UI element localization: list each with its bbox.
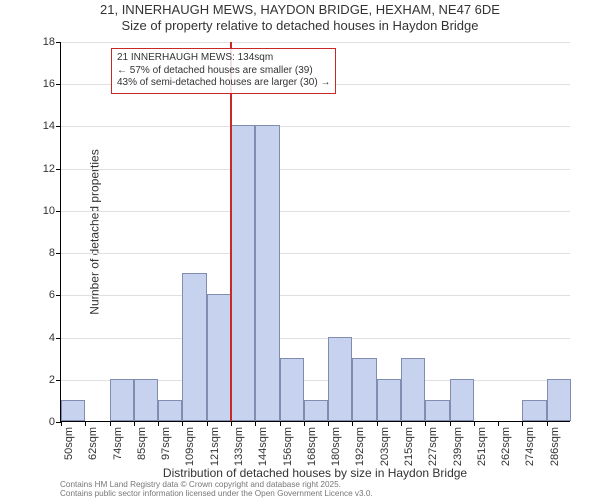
xtick-label: 50sqm: [63, 427, 75, 460]
ytick-label: 6: [49, 289, 61, 301]
histogram-bar: [134, 379, 158, 421]
xtick-mark: [474, 421, 475, 426]
xtick-mark: [304, 421, 305, 426]
histogram-bar: [450, 379, 474, 421]
xtick-mark: [110, 421, 111, 426]
chart-footer: Contains HM Land Registry data © Crown c…: [60, 480, 570, 498]
xtick-label: 239sqm: [452, 427, 464, 466]
histogram-bar: [522, 400, 546, 421]
histogram-bar: [255, 125, 279, 421]
ytick-label: 4: [49, 332, 61, 344]
gridline: [61, 211, 570, 212]
xtick-label: 109sqm: [184, 427, 196, 466]
ytick-label: 0: [49, 416, 61, 428]
histogram-bar: [328, 337, 352, 421]
chart-title-line2: Size of property relative to detached ho…: [0, 18, 600, 34]
gridline: [61, 169, 570, 170]
xtick-mark: [158, 421, 159, 426]
ytick-label: 14: [43, 120, 61, 132]
xtick-mark: [425, 421, 426, 426]
xtick-mark: [280, 421, 281, 426]
xtick-mark: [328, 421, 329, 426]
xtick-mark: [377, 421, 378, 426]
marker-line: [230, 42, 232, 421]
xtick-label: 97sqm: [160, 427, 172, 460]
xtick-label: 251sqm: [476, 427, 488, 466]
xtick-mark: [61, 421, 62, 426]
xtick-label: 203sqm: [379, 427, 391, 466]
property-size-chart: 21, INNERHAUGH MEWS, HAYDON BRIDGE, HEXH…: [0, 0, 600, 500]
ytick-label: 8: [49, 247, 61, 259]
xtick-label: 121sqm: [209, 427, 221, 466]
xtick-mark: [182, 421, 183, 426]
xtick-label: 74sqm: [112, 427, 124, 460]
chart-title-line1: 21, INNERHAUGH MEWS, HAYDON BRIDGE, HEXH…: [0, 2, 600, 18]
footer-line1: Contains HM Land Registry data © Crown c…: [60, 480, 570, 489]
annotation-line3: 43% of semi-detached houses are larger (…: [117, 77, 330, 90]
chart-title-block: 21, INNERHAUGH MEWS, HAYDON BRIDGE, HEXH…: [0, 2, 600, 33]
gridline: [61, 295, 570, 296]
xtick-label: 62sqm: [87, 427, 99, 460]
histogram-bar: [207, 294, 231, 421]
xtick-label: 192sqm: [354, 427, 366, 466]
xtick-label: 133sqm: [233, 427, 245, 466]
histogram-bar: [425, 400, 449, 421]
xtick-mark: [255, 421, 256, 426]
histogram-bar: [61, 400, 85, 421]
histogram-bar: [280, 358, 304, 421]
xtick-mark: [522, 421, 523, 426]
xtick-label: 156sqm: [282, 427, 294, 466]
footer-line2: Contains public sector information licen…: [60, 489, 570, 498]
xtick-mark: [85, 421, 86, 426]
histogram-bar: [352, 358, 376, 421]
xtick-label: 286sqm: [549, 427, 561, 466]
gridline: [61, 253, 570, 254]
xtick-label: 168sqm: [306, 427, 318, 466]
xtick-mark: [352, 421, 353, 426]
annotation-box: 21 INNERHAUGH MEWS: 134sqm← 57% of detac…: [111, 48, 336, 94]
xtick-mark: [134, 421, 135, 426]
histogram-bar: [547, 379, 571, 421]
xtick-mark: [207, 421, 208, 426]
ytick-label: 2: [49, 374, 61, 386]
xtick-mark: [401, 421, 402, 426]
annotation-line2: ← 57% of detached houses are smaller (39…: [117, 65, 330, 78]
gridline: [61, 126, 570, 127]
histogram-bar: [231, 125, 255, 421]
xtick-mark: [498, 421, 499, 426]
ytick-label: 12: [43, 163, 61, 175]
xtick-mark: [231, 421, 232, 426]
histogram-bar: [304, 400, 328, 421]
xtick-label: 262sqm: [500, 427, 512, 466]
xtick-mark: [547, 421, 548, 426]
gridline: [61, 338, 570, 339]
annotation-line1: 21 INNERHAUGH MEWS: 134sqm: [117, 52, 330, 65]
ytick-label: 18: [43, 36, 61, 48]
ytick-label: 10: [43, 205, 61, 217]
histogram-bar: [377, 379, 401, 421]
xtick-label: 144sqm: [257, 427, 269, 466]
xtick-label: 274sqm: [524, 427, 536, 466]
gridline: [61, 42, 570, 43]
ytick-label: 16: [43, 78, 61, 90]
histogram-bar: [182, 273, 206, 421]
xtick-label: 180sqm: [330, 427, 342, 466]
histogram-bar: [110, 379, 134, 421]
histogram-bar: [158, 400, 182, 421]
xtick-label: 227sqm: [427, 427, 439, 466]
xtick-label: 215sqm: [403, 427, 415, 466]
histogram-bar: [401, 358, 425, 421]
xtick-mark: [450, 421, 451, 426]
x-axis-title: Distribution of detached houses by size …: [60, 466, 570, 480]
plot-area: 02468101214161850sqm62sqm74sqm85sqm97sqm…: [60, 42, 570, 422]
xtick-label: 85sqm: [136, 427, 148, 460]
